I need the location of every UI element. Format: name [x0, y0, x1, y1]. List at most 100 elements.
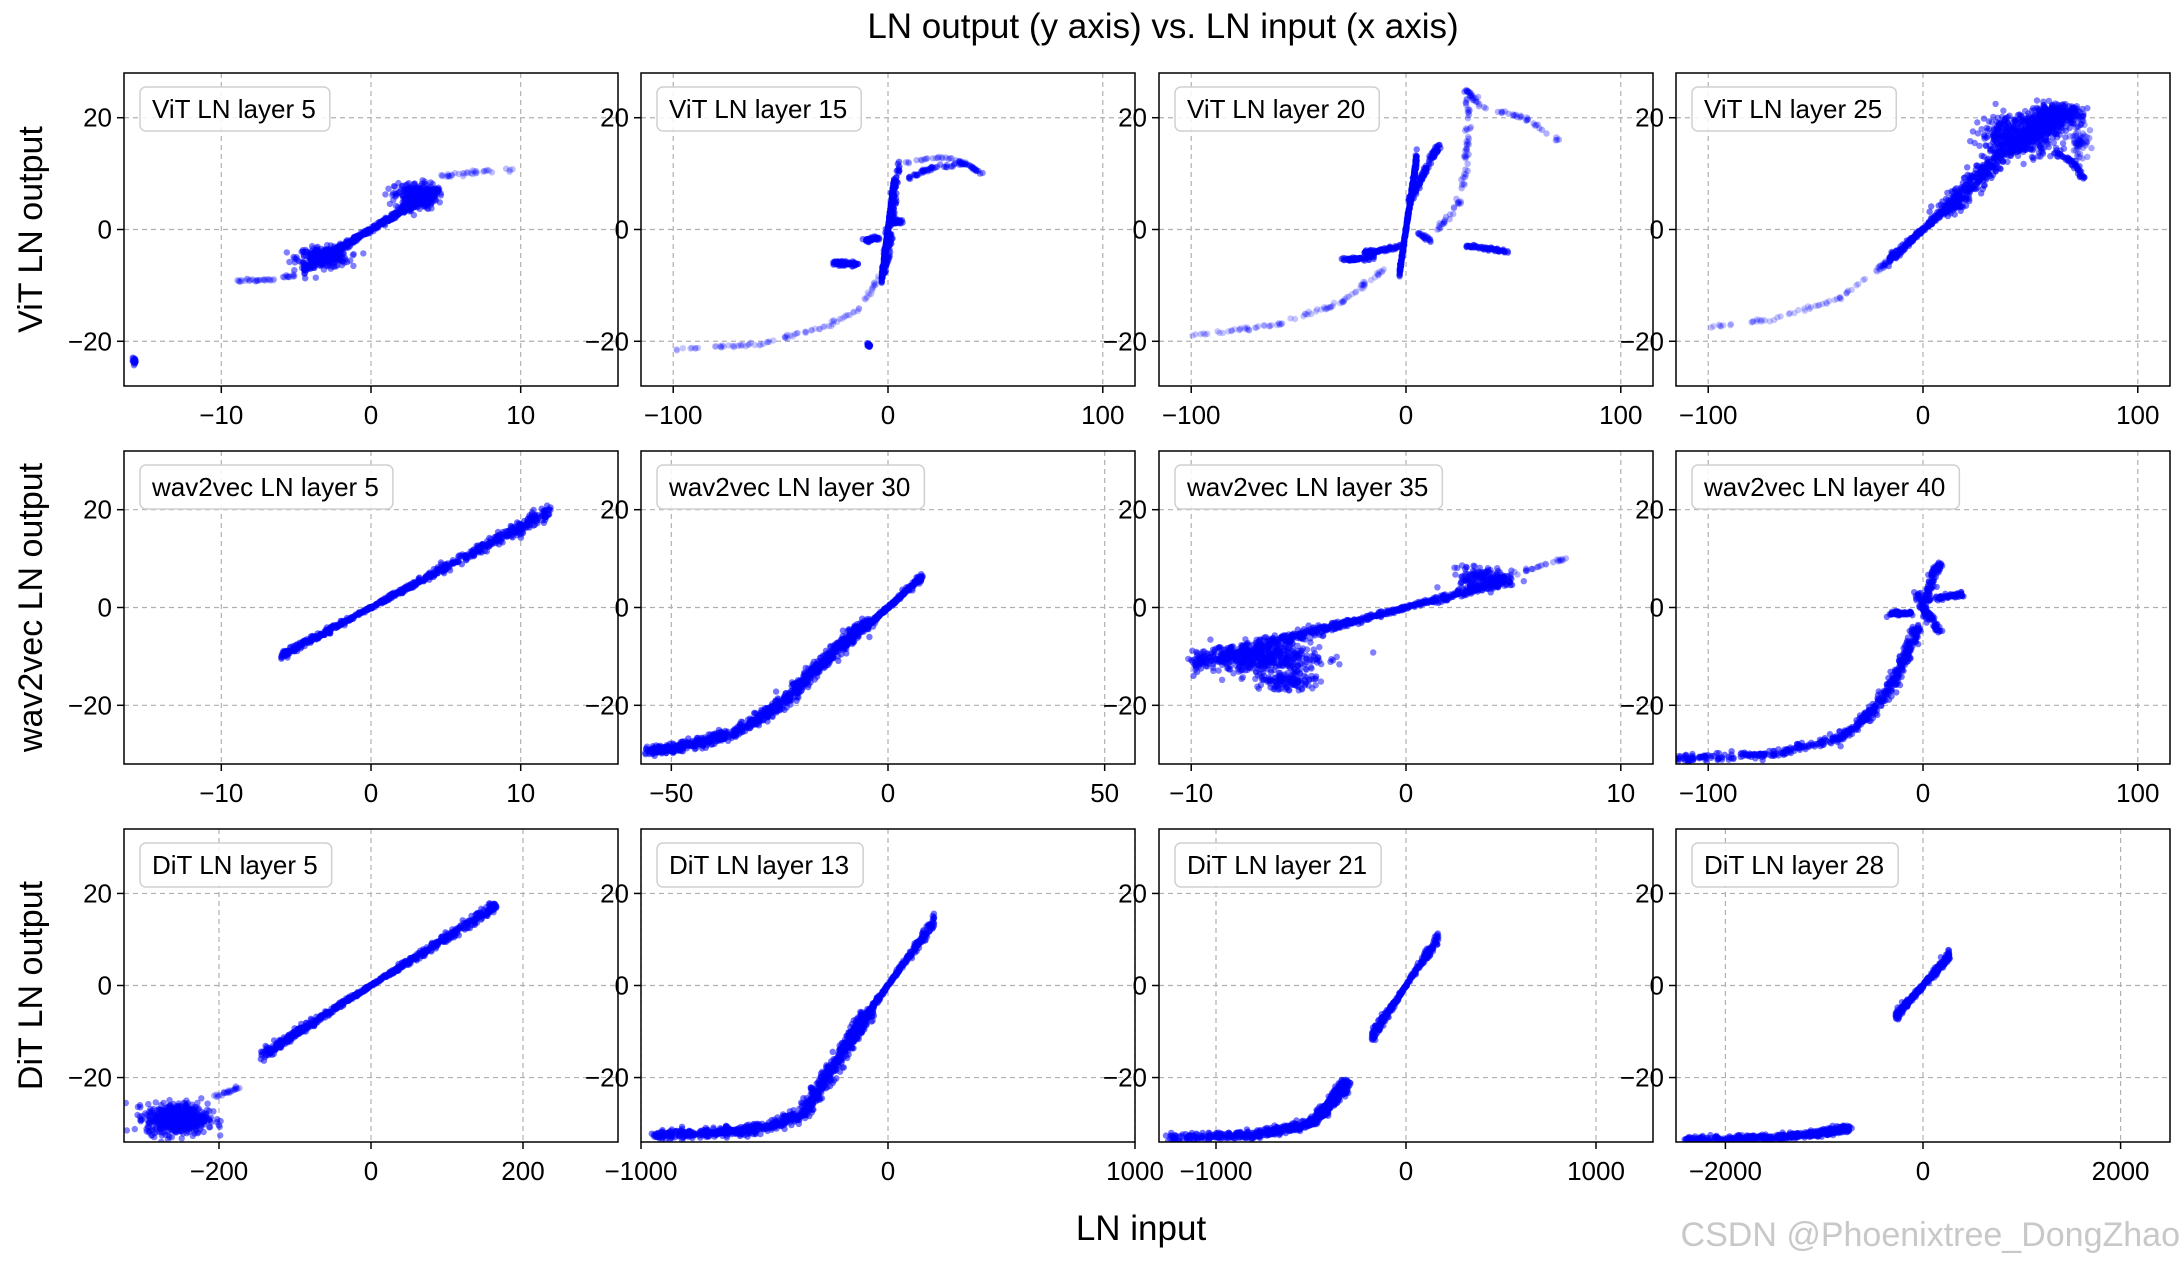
data-point	[2018, 135, 2025, 143]
data-point	[1475, 103, 1483, 110]
data-point	[2066, 133, 2074, 140]
data-point	[423, 181, 430, 188]
data-point	[301, 262, 309, 269]
data-point	[1458, 181, 1466, 189]
data-point	[485, 167, 493, 174]
data-point	[1534, 121, 1541, 128]
data-point	[2072, 147, 2079, 154]
data-point	[1435, 223, 1443, 230]
data-point	[2075, 136, 2083, 143]
data-point	[2017, 122, 2024, 130]
data-point	[1231, 326, 1238, 333]
data-point	[459, 170, 466, 177]
data-point	[1995, 131, 2003, 138]
data-point	[1302, 311, 1309, 318]
data-point	[1874, 264, 1882, 271]
data-point	[928, 163, 935, 170]
data-point	[2072, 158, 2079, 165]
ytick-label: 0	[1133, 215, 1147, 245]
data-point	[711, 343, 719, 350]
data-point	[265, 276, 272, 283]
data-point	[1436, 141, 1443, 149]
data-point	[871, 282, 879, 289]
scatter-points	[1189, 86, 1563, 339]
data-point	[1441, 216, 1449, 224]
data-point	[972, 166, 979, 173]
data-point	[284, 273, 292, 280]
data-point	[1442, 213, 1450, 221]
data-point	[253, 276, 260, 284]
data-point	[1888, 255, 1895, 263]
data-point	[918, 157, 926, 164]
data-point	[2072, 124, 2079, 132]
data-point	[1436, 220, 1443, 227]
data-point	[390, 182, 398, 190]
data-point	[1463, 147, 1471, 154]
data-point	[846, 312, 853, 319]
data-point	[1228, 327, 1235, 334]
data-point	[801, 328, 809, 335]
data-point	[1241, 324, 1249, 331]
data-point	[1458, 185, 1465, 192]
data-point	[1302, 310, 1309, 317]
data-point	[920, 168, 927, 175]
data-point	[927, 167, 935, 174]
data-point	[1482, 105, 1490, 112]
data-point	[1516, 114, 1524, 121]
data-point	[1455, 200, 1463, 208]
data-point	[890, 198, 897, 205]
data-point	[1717, 322, 1724, 330]
data-point	[1421, 234, 1429, 242]
data-point	[917, 170, 924, 177]
data-point	[2072, 140, 2080, 147]
data-point	[2078, 138, 2085, 145]
data-point	[1974, 130, 1982, 137]
data-point	[1466, 93, 1474, 100]
data-point	[481, 167, 488, 175]
data-point	[461, 170, 468, 177]
data-point	[1494, 245, 1501, 252]
data-point	[1463, 140, 1470, 148]
data-point	[1266, 322, 1273, 329]
data-point	[1415, 230, 1422, 237]
data-point	[888, 207, 896, 215]
data-point	[2028, 118, 2036, 126]
data-point	[862, 296, 869, 303]
data-point	[959, 160, 966, 167]
data-point	[509, 166, 516, 173]
data-point	[1717, 323, 1725, 330]
data-point	[864, 289, 871, 296]
data-point	[1276, 320, 1283, 328]
data-point	[1555, 136, 1563, 143]
data-point	[1469, 91, 1476, 99]
data-point	[502, 165, 510, 172]
data-point	[291, 272, 298, 280]
data-point	[1777, 313, 1784, 320]
data-point	[283, 249, 290, 256]
data-point	[1978, 190, 1985, 197]
xtick-label: 0	[364, 400, 378, 430]
data-point	[281, 274, 288, 281]
data-point	[930, 165, 937, 172]
data-point	[1462, 155, 1469, 162]
data-point	[1466, 92, 1473, 100]
data-point	[1749, 318, 1756, 325]
data-point	[1465, 108, 1473, 116]
data-point	[842, 312, 850, 319]
data-point	[925, 166, 932, 174]
data-point	[236, 278, 243, 285]
data-point	[1513, 113, 1521, 121]
data-point	[2037, 137, 2045, 144]
data-point	[902, 159, 910, 166]
data-point	[1339, 299, 1346, 306]
data-point	[1466, 125, 1474, 132]
data-point	[1463, 87, 1471, 94]
figure-title: LN output (y axis) vs. LN input (x axis)	[867, 7, 1458, 46]
data-point	[1848, 286, 1855, 294]
scatter-points	[129, 165, 516, 369]
data-point	[405, 180, 412, 187]
data-point	[1770, 316, 1778, 324]
title-box-frame	[139, 86, 331, 132]
title-box-frame	[656, 86, 862, 132]
data-point	[1464, 160, 1471, 167]
